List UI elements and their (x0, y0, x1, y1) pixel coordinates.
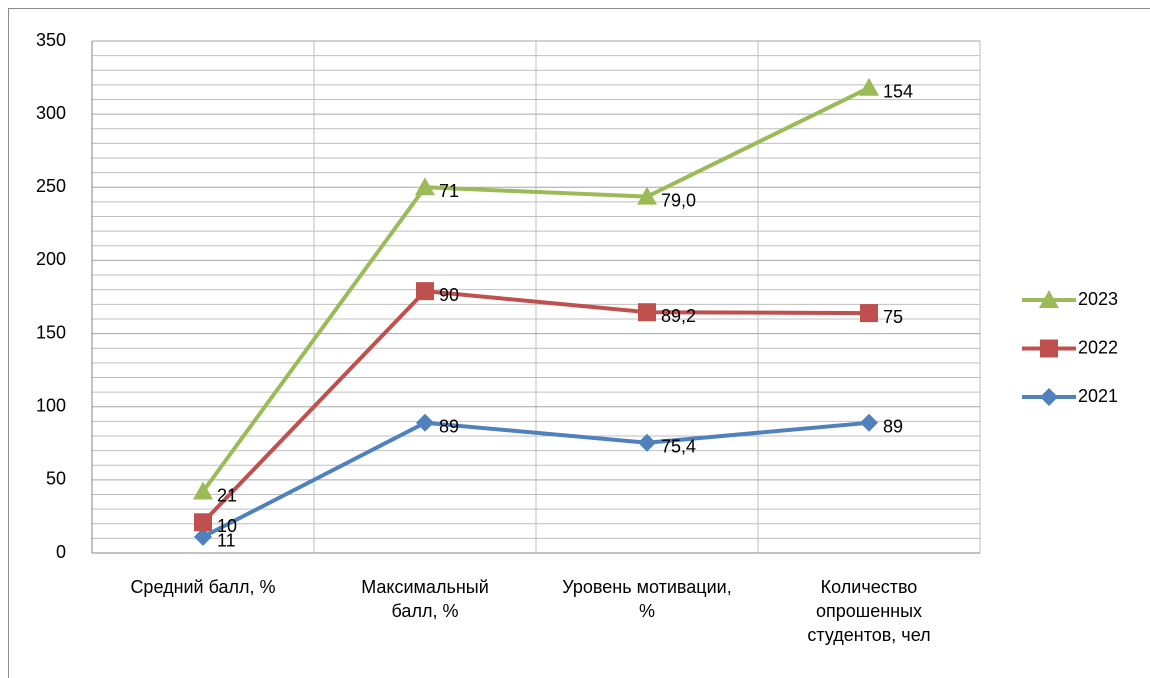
data-point (193, 481, 213, 500)
data-point (638, 303, 656, 322)
data-point (416, 282, 434, 301)
data-point (194, 513, 212, 532)
y-tick-label: 300 (36, 103, 66, 123)
data-label: 89 (439, 417, 459, 437)
data-point (415, 177, 435, 196)
x-tick-label: Максимальный балл, % (361, 577, 489, 621)
x-tick-label: Количество опрошенных студентов, чел (807, 577, 931, 645)
y-tick-label: 350 (36, 30, 66, 50)
data-label: 89,2 (661, 306, 696, 326)
y-tick-label: 150 (36, 322, 66, 342)
data-label: 75 (883, 307, 903, 327)
legend-label: 2023 (1078, 289, 1118, 309)
series-line (202, 420, 870, 539)
data-point (638, 433, 656, 452)
data-label: 79,0 (661, 190, 696, 210)
x-tick-label: Уровень мотивации, % (562, 577, 732, 621)
data-point (194, 527, 212, 546)
series-line (201, 289, 870, 524)
data-label: 11 (217, 531, 236, 551)
y-tick-label: 50 (46, 469, 66, 489)
legend-label: 2021 (1078, 386, 1118, 406)
data-label: 10 (217, 516, 237, 536)
legend-label: 2022 (1078, 337, 1118, 357)
data-label: 75,4 (661, 436, 696, 456)
legend-marker (1040, 339, 1058, 358)
data-label: 21 (217, 485, 237, 505)
data-point (416, 413, 434, 432)
data-label: 89 (883, 417, 903, 437)
y-tick-label: 200 (36, 249, 66, 269)
data-point (859, 77, 879, 96)
y-tick-label: 100 (36, 395, 66, 415)
legend-marker (1040, 388, 1058, 406)
data-point (637, 186, 657, 205)
data-point (860, 413, 878, 432)
series-line (201, 86, 870, 493)
y-tick-label: 250 (36, 176, 66, 196)
legend-marker (1039, 290, 1059, 308)
x-tick-label: Средний балл, % (130, 577, 276, 597)
frame (8, 8, 1150, 678)
data-label: 71 (439, 181, 459, 201)
data-label: 154 (883, 82, 913, 102)
data-label: 90 (439, 285, 459, 305)
y-tick-label: 0 (56, 542, 66, 562)
data-point (860, 304, 878, 323)
